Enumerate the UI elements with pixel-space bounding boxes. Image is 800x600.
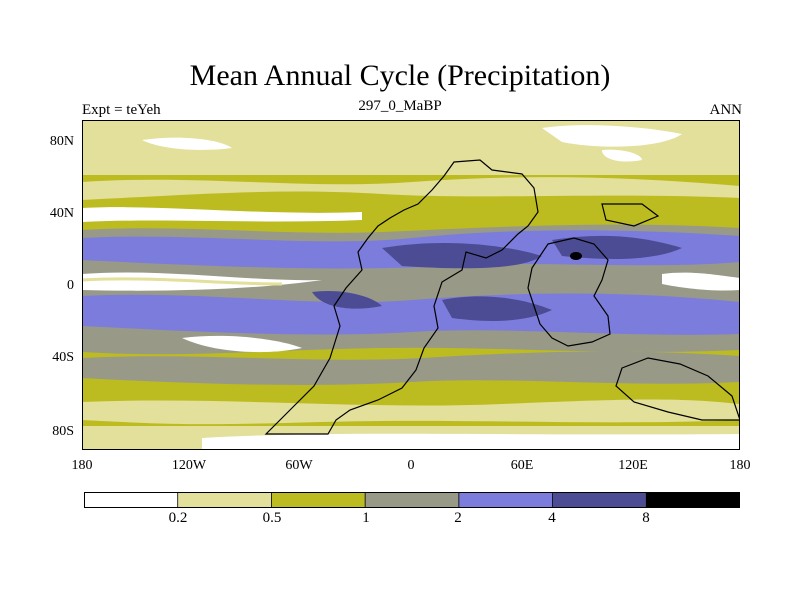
- colorbar-label-4: 4: [548, 510, 556, 526]
- south-white-patch-1: [182, 335, 302, 353]
- colorbar-box-4: [458, 492, 554, 508]
- antarctic-white: [202, 433, 740, 450]
- lat-label-80s: 80S: [52, 424, 74, 439]
- north-white-patch-1: [542, 125, 682, 147]
- experiment-label: Expt = teYeh: [82, 102, 161, 118]
- lon-label-120e: 120E: [618, 458, 648, 473]
- colorbar-box-0: [84, 492, 179, 508]
- colorbar-box-1: [177, 492, 273, 508]
- colorbar-box-2: [271, 492, 367, 508]
- southern-ocean-light: [82, 399, 740, 425]
- plot-title: Mean Annual Cycle (Precipitation): [189, 59, 611, 92]
- lon-label-180e: 180: [729, 458, 751, 473]
- lat-label-80n: 80N: [49, 134, 74, 149]
- colorbar: [84, 492, 740, 508]
- equatorial-light-edge: [82, 277, 283, 286]
- colorbar-label-2: 2: [454, 510, 462, 526]
- lat-label-0: 0: [67, 278, 74, 293]
- season-label: ANN: [709, 102, 743, 118]
- south-grey-band: [82, 351, 740, 385]
- north-white-strip: [82, 207, 362, 222]
- lon-label-120w: 120W: [171, 458, 207, 473]
- continent-outline-east: [527, 237, 611, 347]
- north-white-patch-2: [602, 149, 642, 162]
- colorbar-label-1: 1: [362, 510, 370, 526]
- continent-outline-block: [601, 203, 660, 227]
- max-rain-spot: [570, 252, 582, 260]
- heavy-rain-south: [442, 296, 552, 321]
- heavy-rain-west: [312, 290, 382, 309]
- north-white-patch-3: [142, 137, 232, 150]
- lon-label-180w: 180: [71, 458, 93, 473]
- equatorial-dry-east: [662, 272, 740, 291]
- lon-label-0: 0: [407, 458, 415, 473]
- continent-outline-southeast: [615, 357, 740, 421]
- lon-label-60w: 60W: [285, 458, 313, 473]
- north-mid-band: [82, 177, 740, 200]
- colorbar-box-3: [364, 492, 460, 508]
- lat-label-40n: 40N: [49, 206, 74, 221]
- lat-label-40s: 40S: [52, 350, 74, 365]
- precipitation-map: [82, 120, 740, 450]
- colorbar-label-0.2: 0.2: [168, 510, 188, 526]
- lon-label-60e: 60E: [510, 458, 534, 473]
- map-border: [82, 120, 740, 450]
- continent-outline-pangea: [264, 159, 539, 435]
- colorbar-box-5: [552, 492, 648, 508]
- time-label: 297_0_MaBP: [358, 98, 442, 114]
- colorbar-label-8: 8: [642, 510, 650, 526]
- colorbar-box-6: [645, 492, 740, 508]
- itcz-south-blue: [82, 293, 740, 335]
- colorbar-label-0.5: 0.5: [262, 510, 282, 526]
